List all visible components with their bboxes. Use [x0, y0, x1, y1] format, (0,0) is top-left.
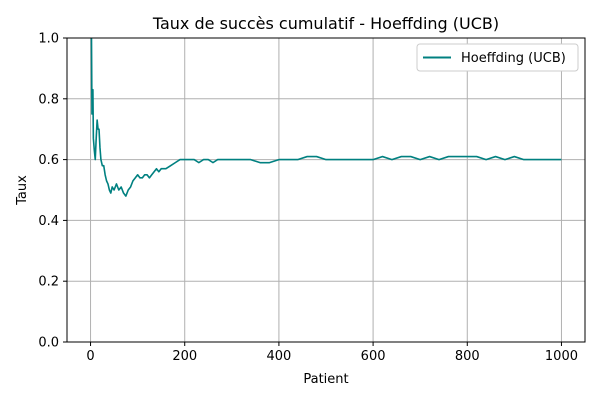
x-tick-label: 1000	[545, 349, 578, 364]
legend-box	[416, 43, 579, 72]
chart-title: Taux de succès cumulatif - Hoeffding (UC…	[152, 14, 499, 33]
ticks: 0 200 400 600 800 1000 0.0 0.2 0.4 0.6 0.8 1.0	[38, 32, 578, 365]
legend: Hoeffding (UCB)	[416, 43, 579, 72]
y-tick-label: 0.8	[38, 92, 59, 107]
plot-frame	[66, 37, 586, 343]
y-tick-label: 1.0	[38, 32, 59, 47]
x-tick-label: 400	[266, 349, 291, 364]
y-tick-label: 0.2	[38, 275, 59, 290]
y-axis-label: Taux	[15, 175, 30, 206]
series-line	[90, 38, 562, 197]
y-tick-label: 0.0	[38, 336, 59, 351]
x-tick-label: 800	[455, 349, 480, 364]
x-tick-label: 200	[172, 349, 197, 364]
y-tick-label: 0.6	[38, 153, 59, 168]
x-tick-label: 0	[86, 349, 94, 364]
y-tick-label: 0.4	[38, 214, 59, 229]
series-layer	[90, 38, 562, 197]
x-axis-label: Patient	[303, 372, 348, 387]
x-tick-label: 600	[361, 349, 386, 364]
legend-label: Hoeffding (UCB)	[461, 51, 566, 66]
